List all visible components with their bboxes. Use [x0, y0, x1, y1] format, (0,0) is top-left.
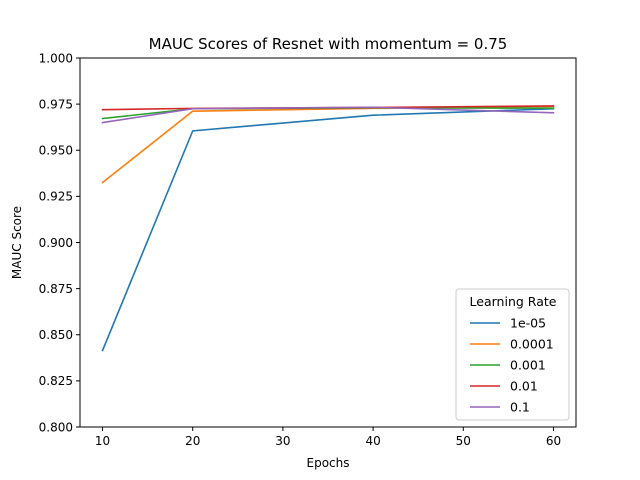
x-axis-label: Epochs — [307, 456, 350, 470]
series-line-0-1 — [101, 106, 555, 124]
x-tick-label: 60 — [546, 434, 561, 448]
y-axis: 0.800 0.825 0.850 0.875 0.900 0.925 0.950 0.975… — [39, 51, 80, 434]
y-tick-label: 0.875 — [39, 282, 73, 296]
series-line-1e-05 — [101, 107, 555, 352]
y-tick-label: 0.975 — [39, 97, 73, 111]
y-tick-label: 0.900 — [39, 236, 73, 250]
x-tick-label: 20 — [185, 434, 200, 448]
x-tick-label: 30 — [275, 434, 290, 448]
legend-title: Learning Rate — [470, 294, 557, 309]
x-axis: 10 20 30 40 50 60 — [95, 427, 561, 448]
legend-label: 0.001 — [510, 358, 546, 373]
y-tick-label: 0.800 — [39, 420, 73, 434]
chart-title: MAUC Scores of Resnet with momentum = 0.… — [149, 35, 508, 53]
y-tick-label: 0.925 — [39, 190, 73, 204]
legend-entries: 1e-05 0.0001 0.001 0.01 0.1 — [470, 316, 554, 415]
y-tick-label: 0.850 — [39, 328, 73, 342]
legend-label: 1e-05 — [510, 316, 546, 331]
legend-label: 0.1 — [510, 400, 530, 415]
legend-label: 0.01 — [510, 379, 538, 394]
x-tick-label: 40 — [365, 434, 380, 448]
legend-label: 0.0001 — [510, 337, 554, 352]
y-tick-label: 0.950 — [39, 144, 73, 158]
series-layer — [101, 105, 555, 352]
legend: Learning Rate 1e-05 0.0001 0.001 0.01 0.1 — [455, 288, 570, 421]
x-tick-label: 10 — [95, 434, 110, 448]
legend-box — [455, 288, 570, 421]
y-tick-label: 1.000 — [39, 51, 73, 65]
x-tick-label: 50 — [456, 434, 471, 448]
y-tick-label: 0.825 — [39, 374, 73, 388]
y-axis-label: MAUC Score — [10, 206, 24, 279]
